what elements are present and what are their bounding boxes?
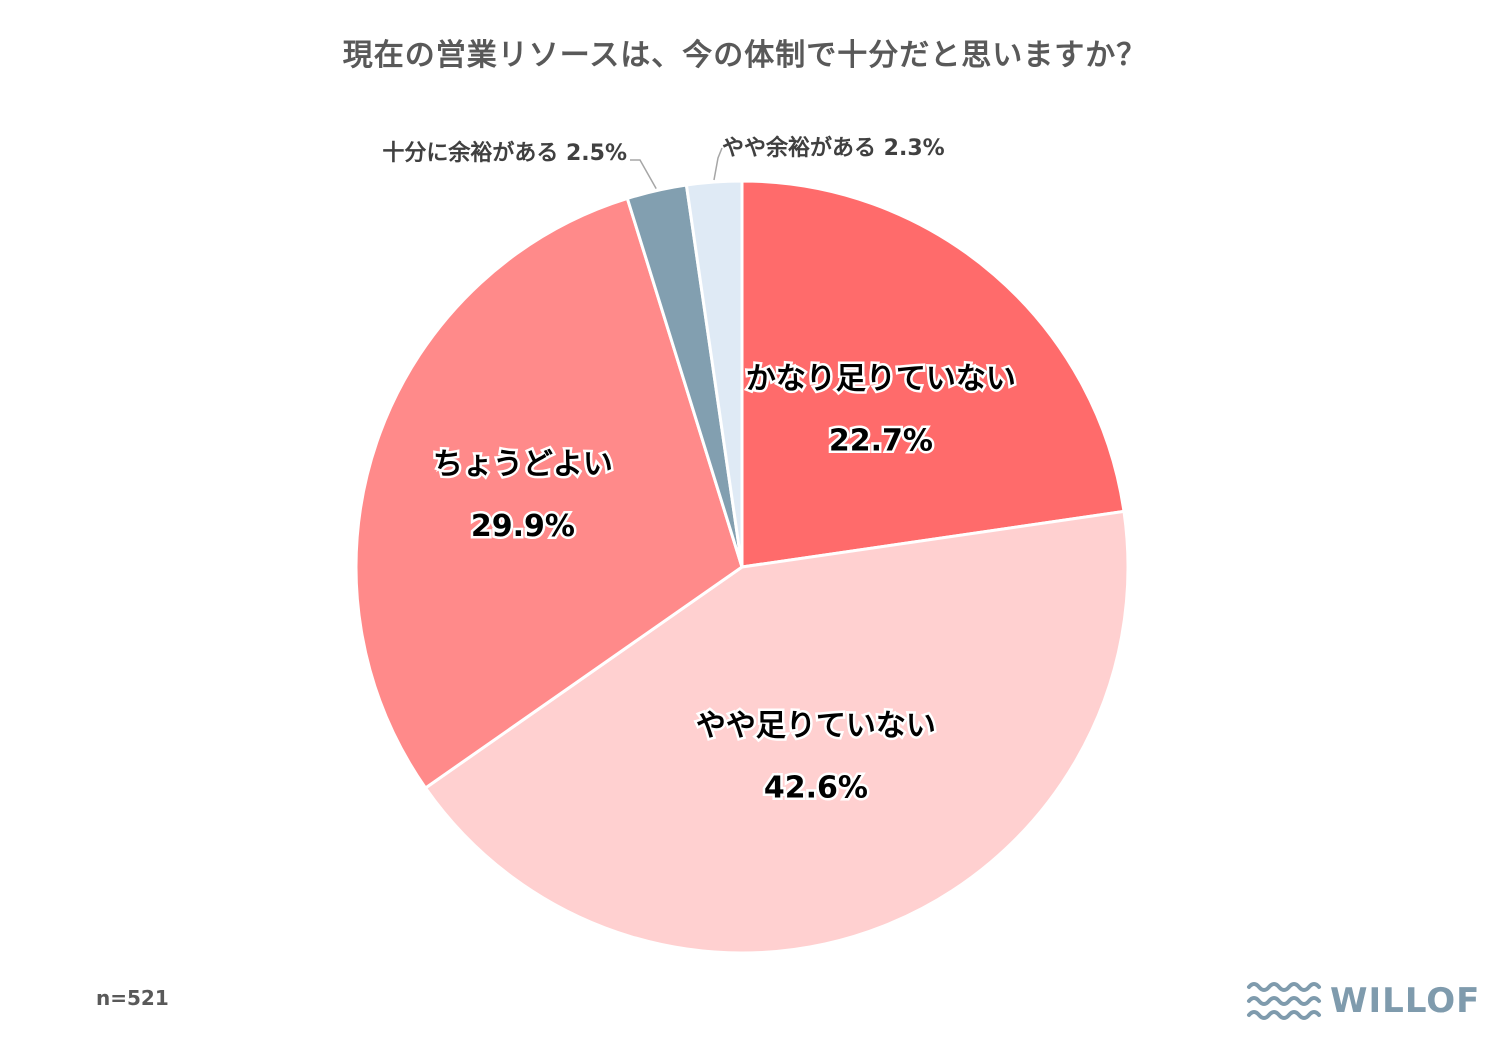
leader-line xyxy=(630,159,657,189)
pie-slice xyxy=(423,509,1130,955)
slice-value-label: 22.7% xyxy=(829,423,933,458)
pie-slice xyxy=(740,179,1126,569)
pie-slice xyxy=(354,196,744,791)
willof-logo xyxy=(1247,982,1321,1020)
slice-value-label: 29.9% xyxy=(471,509,575,544)
logo-text: WILLOF xyxy=(1330,981,1481,1021)
slice-label: かなり足りていない xyxy=(746,361,1016,396)
slice-outside-label: やや余裕がある 2.3% xyxy=(722,135,945,161)
sample-size-label: n=521 xyxy=(96,986,169,1010)
slice-outside-label: 十分に余裕がある 2.5% xyxy=(382,140,627,166)
wave-icon xyxy=(1247,982,1321,1020)
slice-label: やや足りていない xyxy=(696,709,936,744)
leader-line xyxy=(713,147,723,181)
slice-value-label: 42.6% xyxy=(764,771,868,806)
chart-title: 現在の営業リソースは、今の体制で十分だと思いますか？ xyxy=(342,38,1148,73)
slice-label: ちょうどよい xyxy=(433,447,613,482)
pie-slice xyxy=(684,179,744,568)
